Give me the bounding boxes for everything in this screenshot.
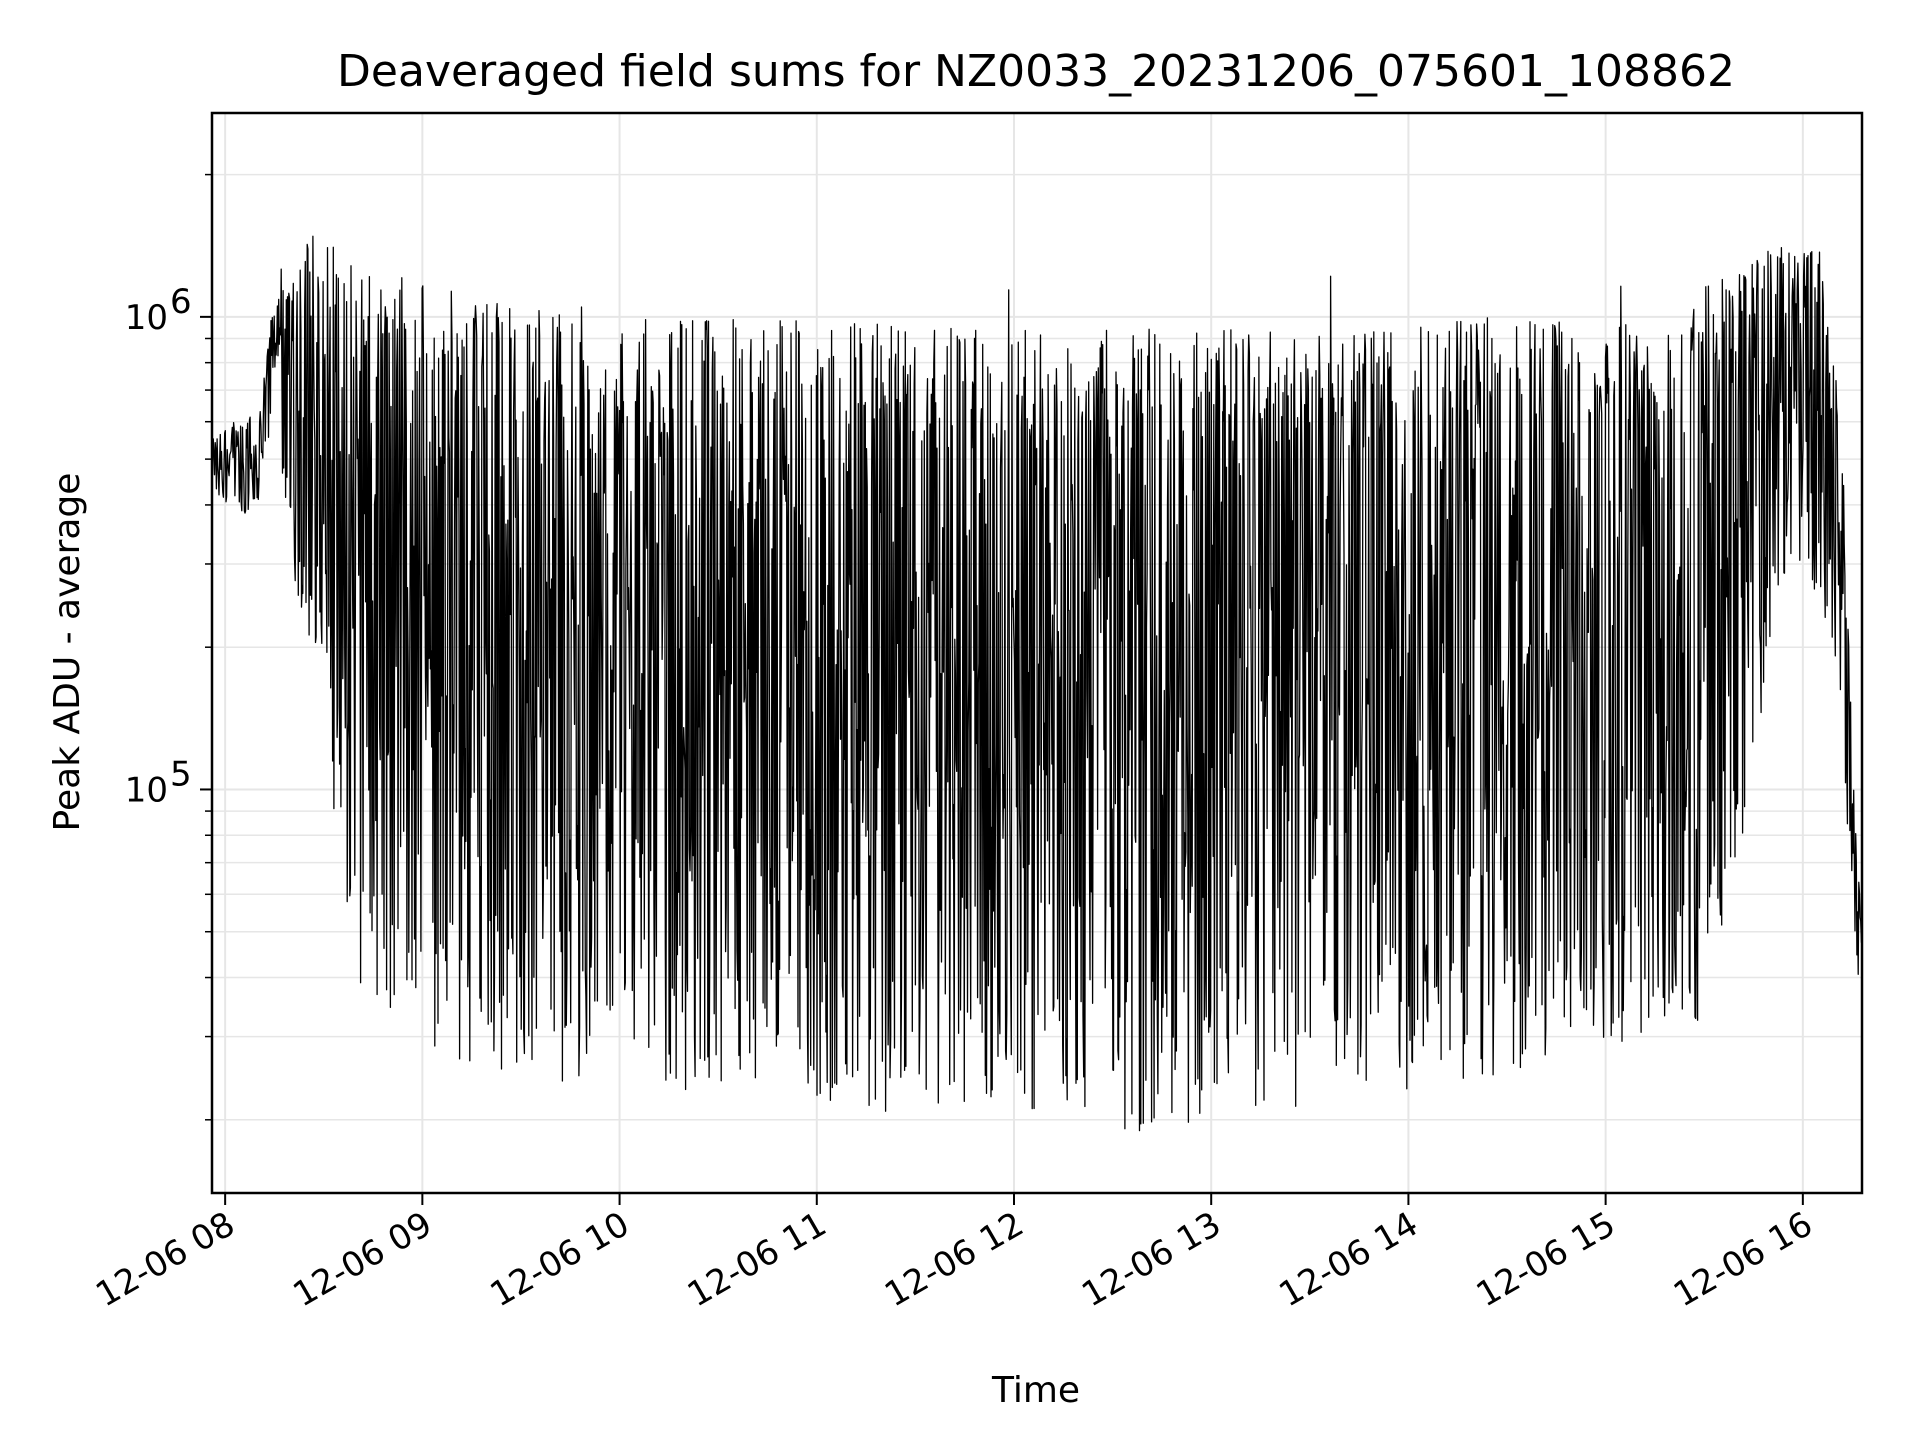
plot-frame <box>210 111 1864 1195</box>
y-tick-label-base: 10 <box>125 770 168 810</box>
x-axis-label: Time <box>991 1370 1080 1411</box>
y-tick-label-exponent: 5 <box>170 754 192 794</box>
data-series <box>211 235 1863 1132</box>
y-axis-label: Peak ADU - average <box>47 473 88 832</box>
series-line <box>211 235 1863 1132</box>
y-tick-label-base: 10 <box>125 298 168 338</box>
chart-title: Deaveraged field sums for NZ0033_2023120… <box>337 46 1735 97</box>
y-tick-label-exponent: 6 <box>170 282 192 322</box>
